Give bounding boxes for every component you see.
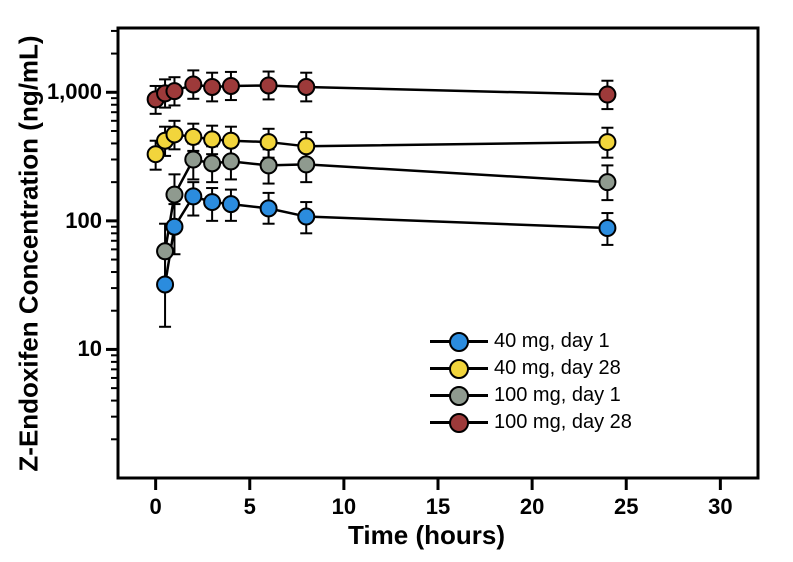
x-tick-label: 30 (700, 494, 740, 520)
x-tick-label: 15 (418, 494, 458, 520)
x-tick-label: 5 (230, 494, 270, 520)
y-tick-label: 10 (78, 336, 102, 362)
legend: 40 mg, day 1 40 mg, day 28 100 mg, day 1 10… (430, 330, 632, 438)
legend-item: 100 mg, day 1 (430, 384, 632, 407)
legend-label: 40 mg, day 1 (494, 330, 610, 353)
y-tick-label: 1,000 (47, 79, 102, 105)
legend-line-segment (468, 340, 488, 343)
legend-item: 100 mg, day 28 (430, 411, 632, 434)
legend-item: 40 mg, day 28 (430, 357, 632, 380)
legend-marker-icon (449, 359, 469, 379)
legend-marker-icon (449, 386, 469, 406)
legend-line-segment (430, 340, 450, 343)
x-tick-label: 20 (512, 494, 552, 520)
legend-marker-icon (449, 332, 469, 352)
legend-line-segment (468, 421, 488, 424)
legend-line-segment (468, 394, 488, 397)
legend-line-segment (430, 367, 450, 370)
legend-marker-icon (449, 413, 469, 433)
x-tick-label: 25 (606, 494, 646, 520)
y-tick-label: 100 (65, 208, 102, 234)
x-axis-label: Time (hours) (348, 520, 505, 551)
y-axis-label: Z-Endoxifen Concentration (ng/mL) (14, 29, 45, 479)
legend-label: 40 mg, day 28 (494, 357, 621, 380)
legend-line-segment (430, 421, 450, 424)
chart-container: Z-Endoxifen Concentration (ng/mL) Time (… (0, 0, 793, 562)
x-tick-label: 10 (324, 494, 364, 520)
legend-line-segment (430, 394, 450, 397)
legend-label: 100 mg, day 28 (494, 411, 632, 434)
legend-line-segment (468, 367, 488, 370)
x-tick-label: 0 (136, 494, 176, 520)
legend-label: 100 mg, day 1 (494, 384, 621, 407)
chart-svg (0, 0, 793, 562)
legend-item: 40 mg, day 1 (430, 330, 632, 353)
